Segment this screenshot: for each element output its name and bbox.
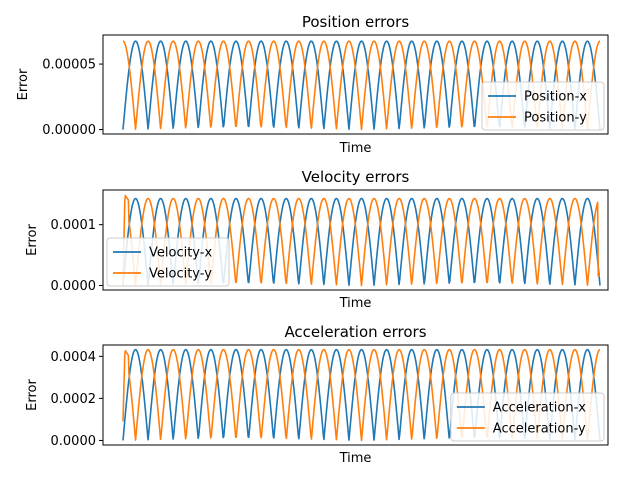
x-axis-label: Time (339, 451, 372, 466)
y-tick-label: 0.00000 (42, 123, 96, 138)
y-tick-label: 0.00005 (42, 58, 96, 73)
y-axis-label: Error (25, 379, 40, 411)
legend-label: Acceleration-x (493, 401, 586, 416)
y-tick-label: 0.0002 (51, 392, 97, 407)
axes-frame (102, 34, 609, 135)
legend-box (450, 392, 605, 442)
legend: Velocity-x Velocity-y (106, 237, 230, 287)
y-tick-label: 0.0000 (51, 279, 97, 294)
subplot-title: Acceleration errors (284, 323, 426, 341)
axes-frame (102, 189, 609, 291)
x-axis-label: Time (339, 296, 372, 311)
axes-frame (102, 344, 609, 446)
y-axis-label: Error (16, 68, 31, 100)
legend-label: Velocity-y (149, 267, 212, 282)
subplot-1: 0.00000 0.00005 Position errors Time Error Po… (16, 13, 609, 156)
subplot-2: 0.0000 0.0001 Velocity errors Time Error Velo… (25, 168, 609, 311)
subplot-title: Position errors (302, 13, 409, 31)
legend-label: Position-y (524, 111, 587, 126)
x-axis-label: Time (339, 141, 372, 156)
y-tick-label: 0.0000 (51, 434, 97, 449)
y-tick-label: 0.0004 (51, 350, 97, 365)
subplot-title: Velocity errors (302, 168, 410, 186)
y-axis-label: Error (25, 224, 40, 256)
legend: Acceleration-x Acceleration-y (450, 392, 605, 442)
legend-box (106, 237, 230, 287)
legend: Position-x Position-y (481, 81, 605, 131)
legend-box (481, 81, 605, 131)
legend-label: Velocity-x (149, 246, 212, 261)
series-line-velocity-y (122, 194, 601, 287)
subplot-3: 0.0000 0.0002 0.0004 Acceleration errors Tim… (25, 323, 609, 466)
legend-label: Position-x (524, 90, 587, 105)
series-line-acceleration-y (122, 348, 601, 442)
legend-label: Acceleration-y (493, 422, 586, 437)
series-line-position-y (122, 40, 601, 131)
y-tick-label: 0.0001 (51, 218, 97, 233)
